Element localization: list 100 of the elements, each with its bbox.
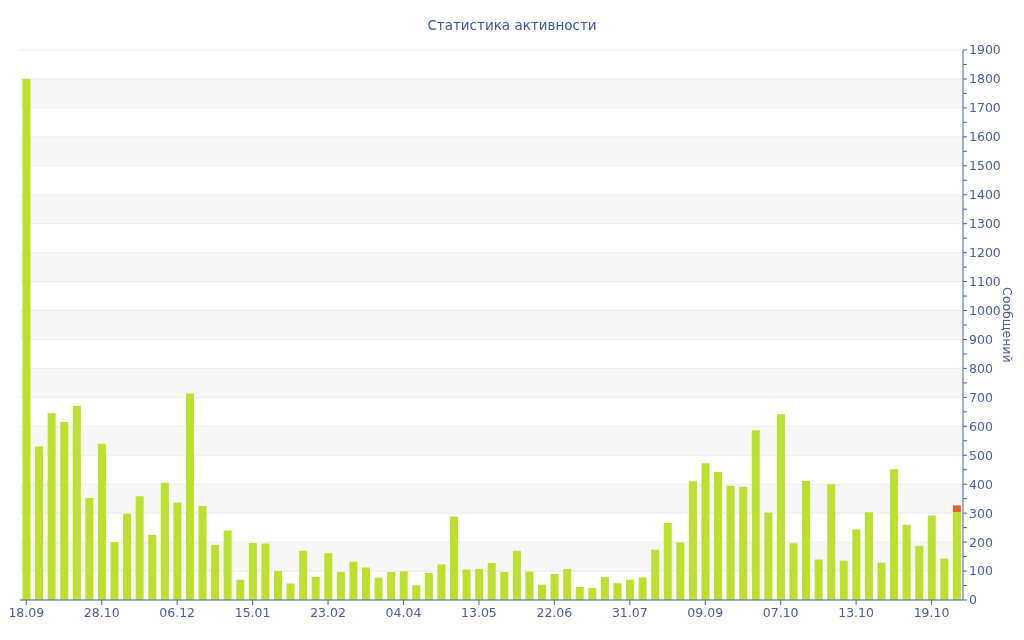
- x-tick-label: 06.12: [159, 605, 196, 620]
- bar: [35, 446, 44, 600]
- y-tick-label: 1100: [969, 274, 1001, 290]
- bar: [198, 505, 207, 600]
- bar: [412, 585, 421, 600]
- x-tick-label: 07.10: [762, 605, 799, 620]
- x-tick-label: 15.01: [234, 605, 271, 620]
- bar: [638, 577, 647, 600]
- bar: [714, 472, 723, 600]
- bar: [387, 571, 396, 600]
- bar: [726, 485, 735, 600]
- y-tick-label: 400: [969, 476, 993, 492]
- bar: [613, 583, 622, 600]
- bar: [185, 393, 194, 600]
- bar: [311, 576, 320, 600]
- y-tick-label: 1400: [969, 187, 1001, 203]
- bar: [450, 516, 459, 600]
- bar: [588, 588, 597, 600]
- x-tick-label: 04.04: [385, 605, 422, 620]
- bar: [324, 553, 333, 600]
- bar: [802, 481, 811, 600]
- bar: [437, 564, 446, 600]
- chart-title: Статистика активности: [426, 16, 598, 34]
- bar: [374, 577, 383, 600]
- bar: [651, 549, 660, 600]
- bar: [575, 586, 584, 600]
- bar: [739, 486, 748, 600]
- y-tick-label: 1700: [969, 100, 1001, 116]
- bar: [349, 561, 358, 600]
- bar: [60, 421, 69, 600]
- bar: [626, 579, 635, 600]
- x-tick-label: 28.10: [83, 605, 120, 620]
- bar: [424, 573, 433, 600]
- y-tick-label: 0: [969, 592, 977, 608]
- bar: [550, 573, 559, 600]
- bar: [500, 571, 509, 600]
- bar: [600, 577, 609, 600]
- bar: [890, 469, 899, 600]
- bar: [688, 481, 697, 600]
- bar: [248, 542, 257, 600]
- y-axis-title: Сообщений: [999, 287, 1015, 363]
- y-tick-label: 700: [969, 389, 993, 405]
- y-tick-label: 1900: [969, 42, 1001, 58]
- y-tick-label: 300: [969, 505, 993, 521]
- bar: [915, 545, 924, 600]
- bar: [764, 512, 773, 600]
- bar: [814, 559, 823, 600]
- bar: [701, 463, 710, 600]
- bar: [563, 569, 572, 600]
- y-tick-label: 200: [969, 534, 993, 550]
- bar: [864, 512, 873, 600]
- bar: [952, 512, 961, 600]
- bar: [236, 579, 245, 600]
- y-tick-label: 100: [969, 563, 993, 579]
- bar: [299, 550, 308, 600]
- bar: [839, 560, 848, 600]
- x-tick-label: 13.10: [838, 605, 875, 620]
- y-tick-label: 1200: [969, 245, 1001, 261]
- bar: [336, 571, 345, 600]
- bar: [22, 78, 31, 600]
- bar: [261, 543, 270, 600]
- bar: [72, 406, 81, 600]
- bar: [160, 482, 169, 600]
- x-tick-label: 19.10: [913, 605, 950, 620]
- bar: [475, 569, 484, 600]
- y-tick-label: 1800: [969, 71, 1001, 87]
- y-tick-label: 1300: [969, 216, 1001, 232]
- bar: [663, 523, 672, 600]
- bar: [927, 515, 936, 600]
- bar: [952, 505, 961, 512]
- y-tick-label: 1500: [969, 158, 1001, 174]
- bar: [85, 498, 94, 600]
- bar: [97, 443, 106, 600]
- bar: [877, 562, 886, 600]
- y-tick-label: 800: [969, 360, 993, 376]
- x-tick-label: 13.05: [461, 605, 497, 620]
- y-tick-label: 600: [969, 418, 993, 434]
- bar: [487, 562, 496, 600]
- bar: [512, 550, 521, 600]
- bar: [538, 584, 547, 600]
- bar: [361, 567, 370, 600]
- x-tick-label: 31.07: [611, 605, 648, 620]
- bar: [399, 571, 408, 600]
- bar: [789, 543, 798, 600]
- y-tick-label: 1000: [969, 302, 1001, 318]
- bar: [286, 583, 295, 600]
- bar: [827, 484, 836, 600]
- bar: [273, 571, 282, 600]
- bar: [110, 542, 119, 600]
- bar: [135, 496, 144, 600]
- y-tick-label: 900: [969, 331, 993, 347]
- bar: [47, 413, 56, 600]
- x-tick-label: 23.02: [310, 605, 346, 620]
- bar: [525, 571, 534, 600]
- bar: [123, 513, 132, 600]
- x-tick-label: 22.06: [536, 605, 573, 620]
- bar: [211, 545, 220, 600]
- y-tick-label: 1600: [969, 129, 1001, 145]
- bar: [173, 502, 182, 600]
- bar: [902, 524, 911, 600]
